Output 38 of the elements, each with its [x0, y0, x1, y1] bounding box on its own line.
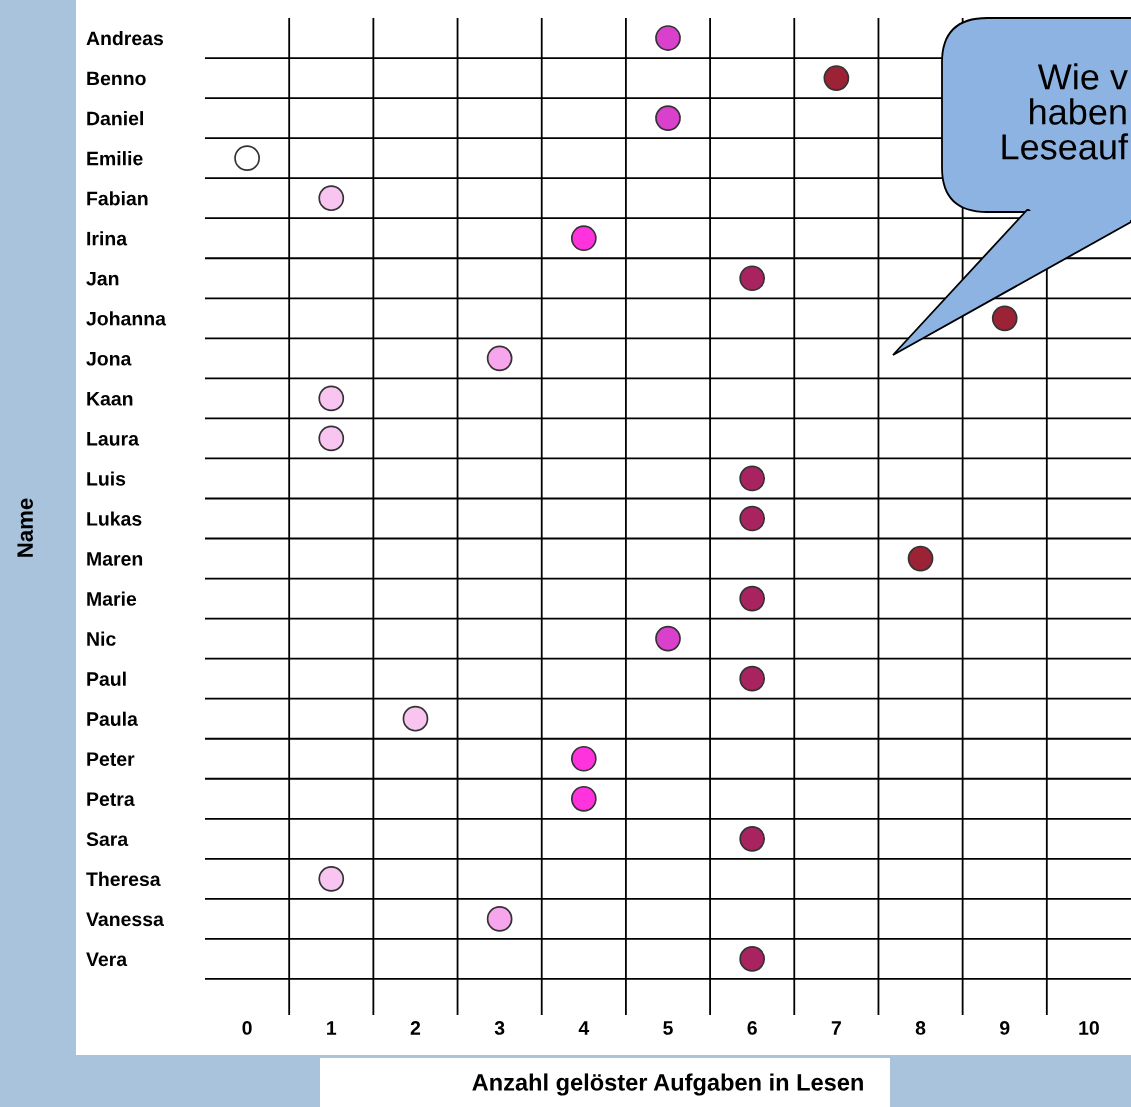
y-tick-label: Jan	[86, 271, 119, 286]
y-tick-label: Sara	[86, 832, 129, 847]
y-tick-label: Peter	[87, 752, 135, 766]
y-axis-title: Name	[17, 498, 33, 557]
y-tick-label: Kaan	[87, 392, 133, 406]
y-tick-label: Laura	[87, 432, 140, 446]
y-tick-label: Emilie	[87, 151, 143, 166]
y-tick-label: Paula	[87, 711, 138, 726]
y-tick-label: Vera	[86, 952, 128, 967]
x-tick-label: 5	[663, 1021, 673, 1035]
x-tick-label: 8	[915, 1021, 926, 1035]
y-tick-label: Daniel	[87, 111, 143, 126]
x-tick-label: 10	[1079, 1021, 1099, 1035]
y-tick-label: Petra	[87, 792, 135, 807]
x-tick-label: 7	[831, 1021, 841, 1035]
y-tick-label: Nic	[87, 631, 116, 646]
x-axis-title: Anzahl gelöster Aufgaben in Lesen	[472, 1073, 863, 1096]
x-tick-label: 9	[1000, 1021, 1010, 1035]
y-tick-label: Paul	[87, 671, 126, 686]
y-tick-label: Maren	[87, 552, 143, 566]
x-tick-label: 1	[327, 1021, 337, 1035]
x-tick-label: 2	[410, 1021, 421, 1035]
y-tick-label: Lukas	[87, 511, 142, 526]
x-tick-label: 3	[494, 1021, 505, 1035]
x-tick-label: 6	[747, 1021, 757, 1035]
y-tick-label: Fabian	[87, 191, 148, 206]
y-tick-label: Benno	[87, 71, 146, 86]
y-tick-label: Jona	[86, 352, 132, 366]
x-tick-label: 4	[578, 1021, 590, 1035]
x-tick-label: 0	[242, 1021, 252, 1035]
annotation: Wie v haben Leseauf	[1002, 63, 1129, 160]
y-tick-label: Andreas	[86, 30, 164, 46]
y-tick-label: Vanessa	[86, 912, 164, 927]
y-tick-label: Johanna	[86, 311, 167, 326]
y-tick-label: Theresa	[86, 871, 161, 887]
y-tick-label: Marie	[87, 591, 137, 606]
y-tick-label: Irina	[87, 231, 128, 246]
y-tick-label: Luis	[87, 471, 126, 486]
